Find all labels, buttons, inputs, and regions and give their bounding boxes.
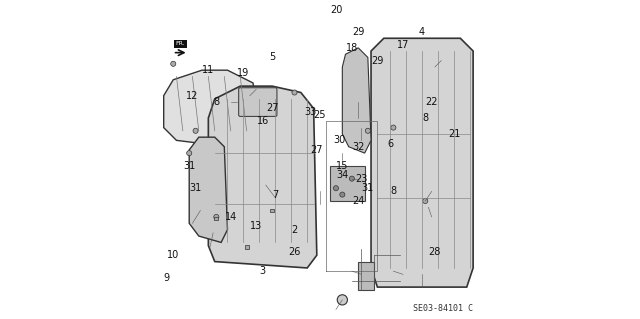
Text: 2: 2 bbox=[291, 225, 298, 235]
Text: 12: 12 bbox=[186, 91, 198, 101]
Text: 16: 16 bbox=[257, 116, 269, 126]
Text: 15: 15 bbox=[336, 161, 349, 171]
Text: 34: 34 bbox=[336, 170, 348, 181]
Circle shape bbox=[187, 151, 192, 156]
Text: 33: 33 bbox=[304, 107, 317, 117]
Text: 14: 14 bbox=[225, 212, 237, 222]
Text: 26: 26 bbox=[288, 247, 301, 257]
Text: 27: 27 bbox=[266, 103, 278, 114]
Text: 8: 8 bbox=[422, 113, 428, 123]
Text: 27: 27 bbox=[310, 145, 323, 155]
Text: 22: 22 bbox=[426, 97, 438, 107]
Text: 25: 25 bbox=[314, 110, 326, 120]
Text: 6: 6 bbox=[387, 138, 393, 149]
Text: FR.: FR. bbox=[176, 41, 186, 46]
FancyBboxPatch shape bbox=[270, 209, 274, 212]
Text: 20: 20 bbox=[330, 4, 342, 15]
FancyBboxPatch shape bbox=[358, 262, 374, 290]
Text: 11: 11 bbox=[202, 65, 214, 75]
Text: 29: 29 bbox=[371, 56, 383, 66]
Polygon shape bbox=[371, 38, 473, 287]
Text: 18: 18 bbox=[346, 43, 358, 53]
Text: SE03-84101 C: SE03-84101 C bbox=[413, 304, 473, 313]
FancyBboxPatch shape bbox=[239, 88, 277, 116]
Text: 9: 9 bbox=[164, 272, 170, 283]
Text: 8: 8 bbox=[390, 186, 396, 197]
Text: 10: 10 bbox=[167, 250, 179, 260]
Circle shape bbox=[422, 198, 428, 204]
Polygon shape bbox=[164, 70, 259, 144]
Text: 30: 30 bbox=[333, 135, 345, 145]
Text: 28: 28 bbox=[429, 247, 441, 257]
Text: 17: 17 bbox=[397, 40, 409, 50]
Circle shape bbox=[349, 176, 355, 181]
FancyBboxPatch shape bbox=[214, 217, 218, 220]
Circle shape bbox=[340, 192, 345, 197]
Circle shape bbox=[333, 186, 339, 191]
Text: 5: 5 bbox=[269, 52, 275, 63]
Circle shape bbox=[214, 214, 219, 219]
Text: 24: 24 bbox=[352, 196, 364, 206]
Circle shape bbox=[171, 61, 176, 66]
Text: 19: 19 bbox=[237, 68, 250, 78]
Text: 7: 7 bbox=[272, 189, 278, 200]
Polygon shape bbox=[189, 137, 227, 242]
Text: 23: 23 bbox=[355, 174, 367, 184]
Text: 8: 8 bbox=[213, 97, 220, 107]
Text: 3: 3 bbox=[259, 266, 266, 276]
Text: 13: 13 bbox=[250, 221, 262, 232]
Text: 29: 29 bbox=[352, 27, 364, 37]
Polygon shape bbox=[342, 48, 371, 153]
Polygon shape bbox=[209, 86, 317, 268]
Text: 31: 31 bbox=[362, 183, 374, 193]
Text: 31: 31 bbox=[189, 183, 202, 193]
Text: 4: 4 bbox=[419, 27, 425, 37]
FancyBboxPatch shape bbox=[330, 166, 365, 201]
Text: 32: 32 bbox=[352, 142, 364, 152]
FancyBboxPatch shape bbox=[244, 245, 248, 249]
Circle shape bbox=[365, 128, 371, 133]
Circle shape bbox=[292, 90, 297, 95]
Circle shape bbox=[391, 125, 396, 130]
Text: 21: 21 bbox=[448, 129, 460, 139]
Circle shape bbox=[337, 295, 348, 305]
Circle shape bbox=[193, 128, 198, 133]
Text: 31: 31 bbox=[183, 161, 195, 171]
